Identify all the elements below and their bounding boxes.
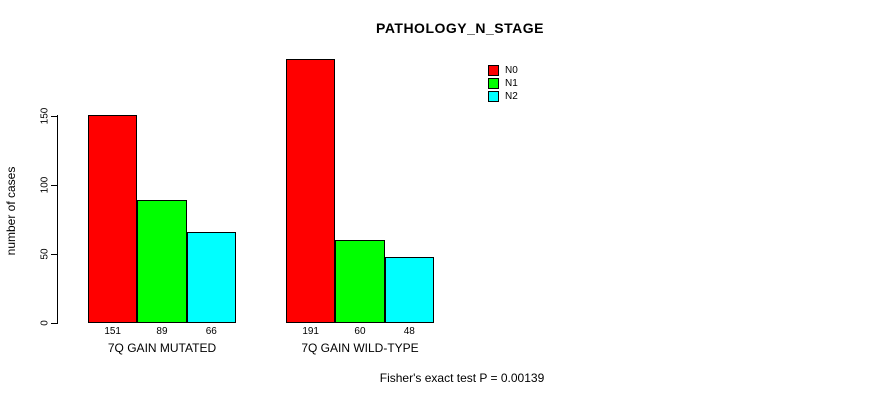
bar-n0-7q-gain-mutated	[88, 114, 138, 323]
y-tick-label-0: 0	[39, 320, 51, 326]
category-label-7q-gain-wild-type: 7Q GAIN WILD-TYPE	[301, 341, 419, 355]
bar-value-n0-7q-gain-wild-type: 191	[302, 326, 319, 337]
y-axis-label: number of cases	[4, 166, 18, 256]
y-axis-line	[57, 115, 58, 324]
y-tick-label-150: 150	[39, 107, 51, 125]
bar-value-n1-7q-gain-wild-type: 60	[354, 326, 366, 337]
legend-label-n0: N0	[505, 65, 518, 76]
legend: N0 N1 N2	[488, 65, 518, 102]
bar-value-n0-7q-gain-mutated: 151	[104, 326, 121, 337]
y-tick-label-100: 100	[39, 176, 51, 194]
y-tick-mark-100	[51, 185, 57, 186]
bar-value-n2-7q-gain-wild-type: 48	[403, 326, 415, 337]
stat-test-caption: Fisher's exact test P = 0.00139	[379, 371, 545, 385]
legend-swatch-n0	[488, 65, 499, 76]
legend-item-n1: N1	[488, 78, 518, 89]
bar-n2-7q-gain-wild-type	[384, 256, 434, 323]
y-tick-label-50: 50	[39, 248, 51, 260]
y-tick-mark-150	[51, 116, 57, 117]
bar-n0-7q-gain-wild-type	[286, 59, 336, 323]
bar-n1-7q-gain-wild-type	[335, 240, 385, 323]
bar-value-n2-7q-gain-mutated: 66	[205, 326, 217, 337]
legend-swatch-n1	[488, 78, 499, 89]
legend-label-n1: N1	[505, 78, 518, 89]
category-label-7q-gain-mutated: 7Q GAIN MUTATED	[107, 341, 217, 355]
y-tick-mark-0	[51, 323, 57, 324]
legend-item-n0: N0	[488, 65, 518, 76]
legend-label-n2: N2	[505, 91, 518, 102]
y-tick-mark-50	[51, 254, 57, 255]
bar-n1-7q-gain-mutated	[137, 200, 187, 323]
chart-title: PATHOLOGY_N_STAGE	[376, 20, 544, 36]
legend-item-n2: N2	[488, 91, 518, 102]
bar-n2-7q-gain-mutated	[186, 231, 236, 323]
bar-value-n1-7q-gain-mutated: 89	[156, 326, 168, 337]
legend-swatch-n2	[488, 91, 499, 102]
